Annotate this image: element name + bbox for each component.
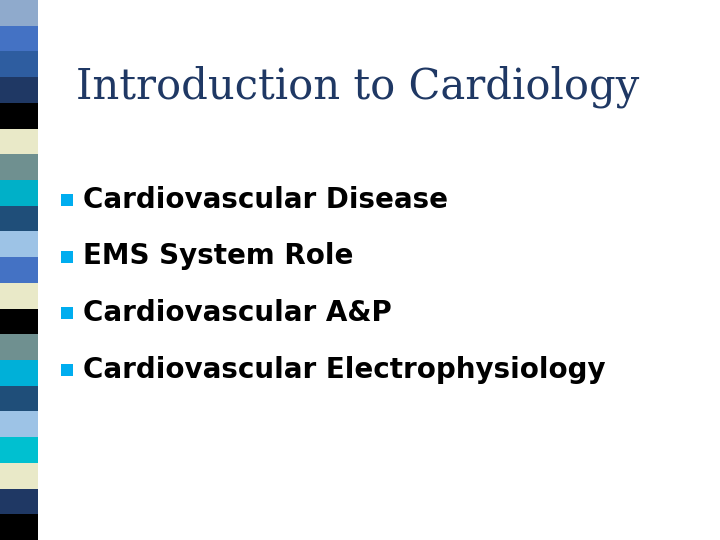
Bar	[0, 51, 38, 77]
Bar	[0, 103, 38, 129]
Bar	[0, 411, 38, 437]
Bar	[0, 129, 38, 154]
Bar	[0, 77, 38, 103]
Bar	[0, 283, 38, 308]
Bar	[0, 232, 38, 257]
Bar	[0, 26, 38, 51]
Bar	[0, 206, 38, 232]
Text: Cardiovascular A&P: Cardiovascular A&P	[83, 299, 392, 327]
Text: Cardiovascular Electrophysiology: Cardiovascular Electrophysiology	[83, 356, 606, 384]
Text: Introduction to Cardiology: Introduction to Cardiology	[76, 65, 639, 107]
Bar	[0, 463, 38, 489]
Bar	[0, 514, 38, 540]
Bar	[0, 154, 38, 180]
Bar	[0, 437, 38, 463]
Bar	[60, 364, 73, 376]
Bar	[0, 180, 38, 206]
Bar	[60, 251, 73, 262]
Bar	[60, 194, 73, 206]
Bar	[0, 334, 38, 360]
Bar	[0, 489, 38, 514]
Text: Cardiovascular Disease: Cardiovascular Disease	[83, 186, 448, 214]
Text: EMS System Role: EMS System Role	[83, 242, 354, 271]
Bar	[0, 257, 38, 283]
Bar	[0, 308, 38, 334]
Bar	[0, 0, 38, 26]
Bar	[0, 386, 38, 411]
Bar	[0, 360, 38, 386]
Bar	[60, 307, 73, 319]
